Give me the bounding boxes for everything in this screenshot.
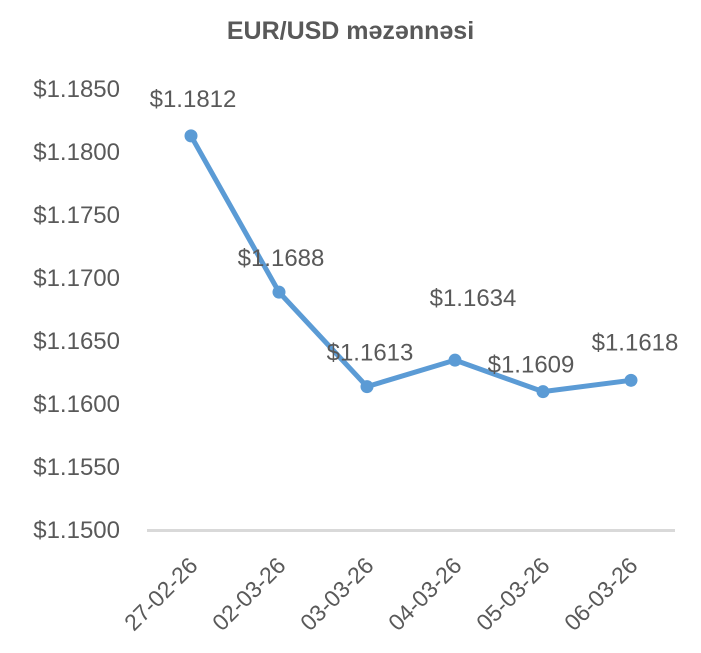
data-point-marker[interactable] [624, 373, 638, 387]
chart-title: EUR/USD məzənnəsi [226, 17, 475, 45]
x-tick-label: 03-03-26 [295, 552, 378, 635]
series-line [188, 133, 634, 395]
y-tick-label: $1.1850 [33, 76, 120, 103]
y-tick-label: $1.1500 [33, 517, 120, 544]
x-tick-label: 04-03-26 [383, 552, 466, 635]
y-tick-label: $1.1550 [33, 454, 120, 481]
data-label: $1.1634 [430, 285, 517, 312]
data-point-marker[interactable] [272, 285, 286, 299]
y-tick-label: $1.1750 [33, 202, 120, 229]
data-label: $1.1812 [150, 86, 237, 113]
data-label: $1.1613 [327, 340, 414, 367]
x-tick-label: 02-03-26 [207, 552, 290, 635]
y-tick-label: $1.1700 [33, 265, 120, 292]
data-point-marker[interactable] [360, 380, 374, 394]
y-tick-label: $1.1800 [33, 139, 120, 166]
y-tick-label: $1.1600 [33, 391, 120, 418]
y-tick-label: $1.1650 [33, 328, 120, 355]
data-point-marker[interactable] [448, 353, 462, 367]
x-tick-label: 27-02-26 [119, 552, 202, 635]
data-label: $1.1609 [488, 352, 575, 379]
data-point-marker[interactable] [536, 385, 550, 399]
x-tick-label: 05-03-26 [471, 552, 554, 635]
data-point-marker[interactable] [184, 129, 198, 143]
data-label: $1.1688 [238, 245, 325, 272]
data-label: $1.1618 [592, 329, 679, 356]
x-tick-label: 06-03-26 [559, 552, 642, 635]
